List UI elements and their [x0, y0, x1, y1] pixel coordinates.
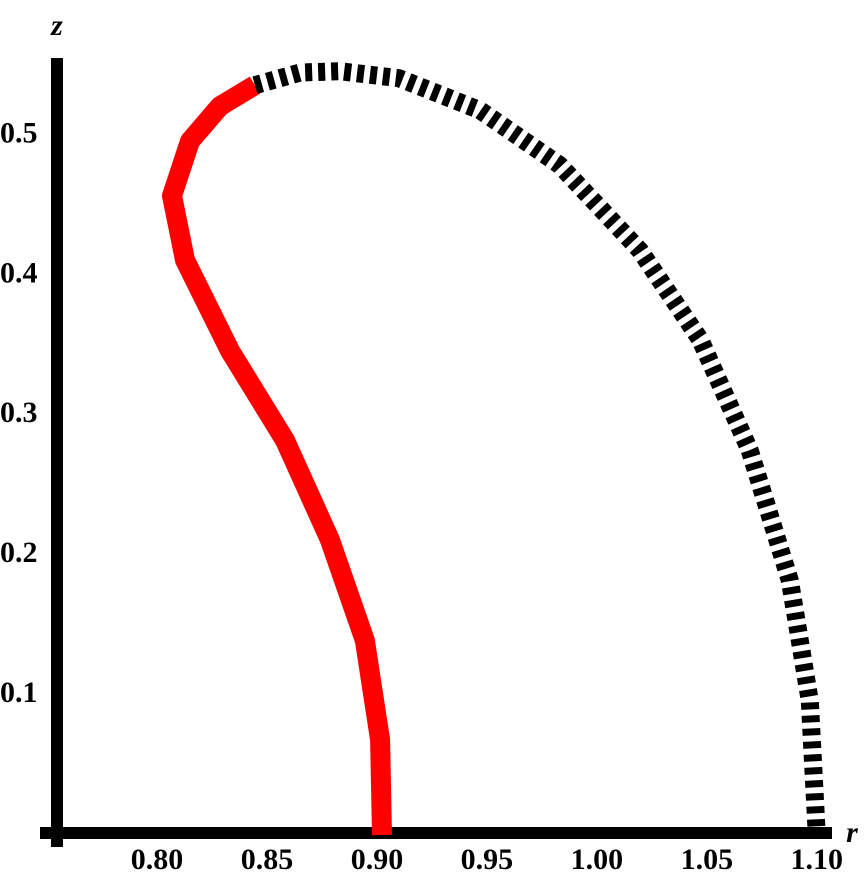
x-tick-label: 0.95	[461, 843, 514, 876]
y-tick-label: 0.4	[0, 256, 38, 289]
x-tick-label: 0.90	[351, 843, 404, 876]
x-tick-label: 1.05	[681, 843, 734, 876]
x-tick-label: 0.80	[131, 843, 184, 876]
curve	[252, 62, 826, 836]
x-tick-label: 1.00	[571, 843, 624, 876]
x-tick-label: 0.85	[241, 843, 294, 876]
x-tick-label: 1.10	[791, 843, 844, 876]
y-tick-label: 0.2	[0, 536, 38, 569]
curve	[162, 76, 392, 836]
y-axis-label: z	[50, 9, 63, 42]
y-tick-label: 0.5	[0, 116, 38, 149]
y-tick-label: 0.1	[0, 676, 38, 709]
y-tick-label: 0.3	[0, 396, 38, 429]
x-axis-label: r	[846, 816, 858, 849]
